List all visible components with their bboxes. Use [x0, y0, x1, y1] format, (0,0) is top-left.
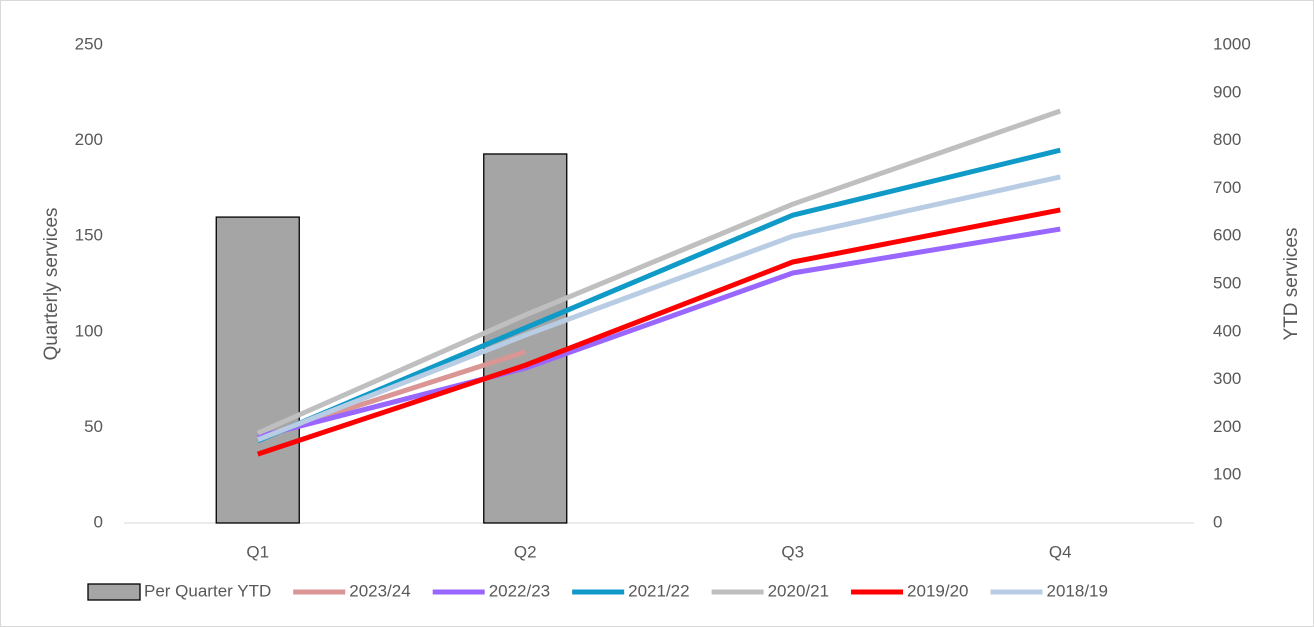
line: [256, 147, 1061, 444]
legend-label: 2019/20: [907, 581, 968, 600]
line: [256, 108, 1062, 436]
line: [256, 174, 1061, 443]
legend-label: 2020/21: [768, 581, 829, 600]
y2-tick-label: 400: [1213, 321, 1241, 340]
x-tick-label: Q4: [1049, 542, 1072, 561]
y2-tick-label: 500: [1213, 273, 1241, 292]
line: [257, 226, 1061, 440]
y-tick-label: 100: [75, 321, 103, 340]
legend-label: 2018/19: [1047, 581, 1108, 600]
legend-label: Per Quarter YTD: [144, 581, 271, 600]
legend-swatch: [87, 583, 141, 601]
y2-tick-label: 700: [1213, 178, 1241, 197]
legend-label: 2022/23: [489, 581, 550, 600]
legend-label: 2021/22: [628, 581, 689, 600]
y2-tick-label: 0: [1213, 512, 1222, 531]
y-tick-label: 150: [75, 226, 103, 245]
y-axis-title: Quarterly services: [41, 207, 62, 360]
y2-tick-label: 1000: [1213, 34, 1251, 53]
y2-tick-label: 800: [1213, 130, 1241, 149]
line: [256, 207, 1061, 457]
y2-axis-title: YTD services: [1281, 228, 1302, 341]
y2-tick-label: 200: [1213, 417, 1241, 436]
legend-label: 2023/24: [349, 581, 410, 600]
y-tick-label: 250: [75, 34, 103, 53]
y-tick-label: 50: [84, 417, 103, 436]
y2-tick-label: 300: [1213, 369, 1241, 388]
y-tick-label: 0: [94, 512, 103, 531]
y2-tick-label: 100: [1213, 465, 1241, 484]
y2-tick-label: 900: [1213, 82, 1241, 101]
bar: [215, 216, 300, 524]
y-tick-label: 200: [75, 130, 103, 149]
x-tick-label: Q3: [781, 542, 804, 561]
x-tick-label: Q2: [514, 542, 537, 561]
y2-tick-label: 600: [1213, 226, 1241, 245]
x-tick-label: Q1: [246, 542, 269, 561]
